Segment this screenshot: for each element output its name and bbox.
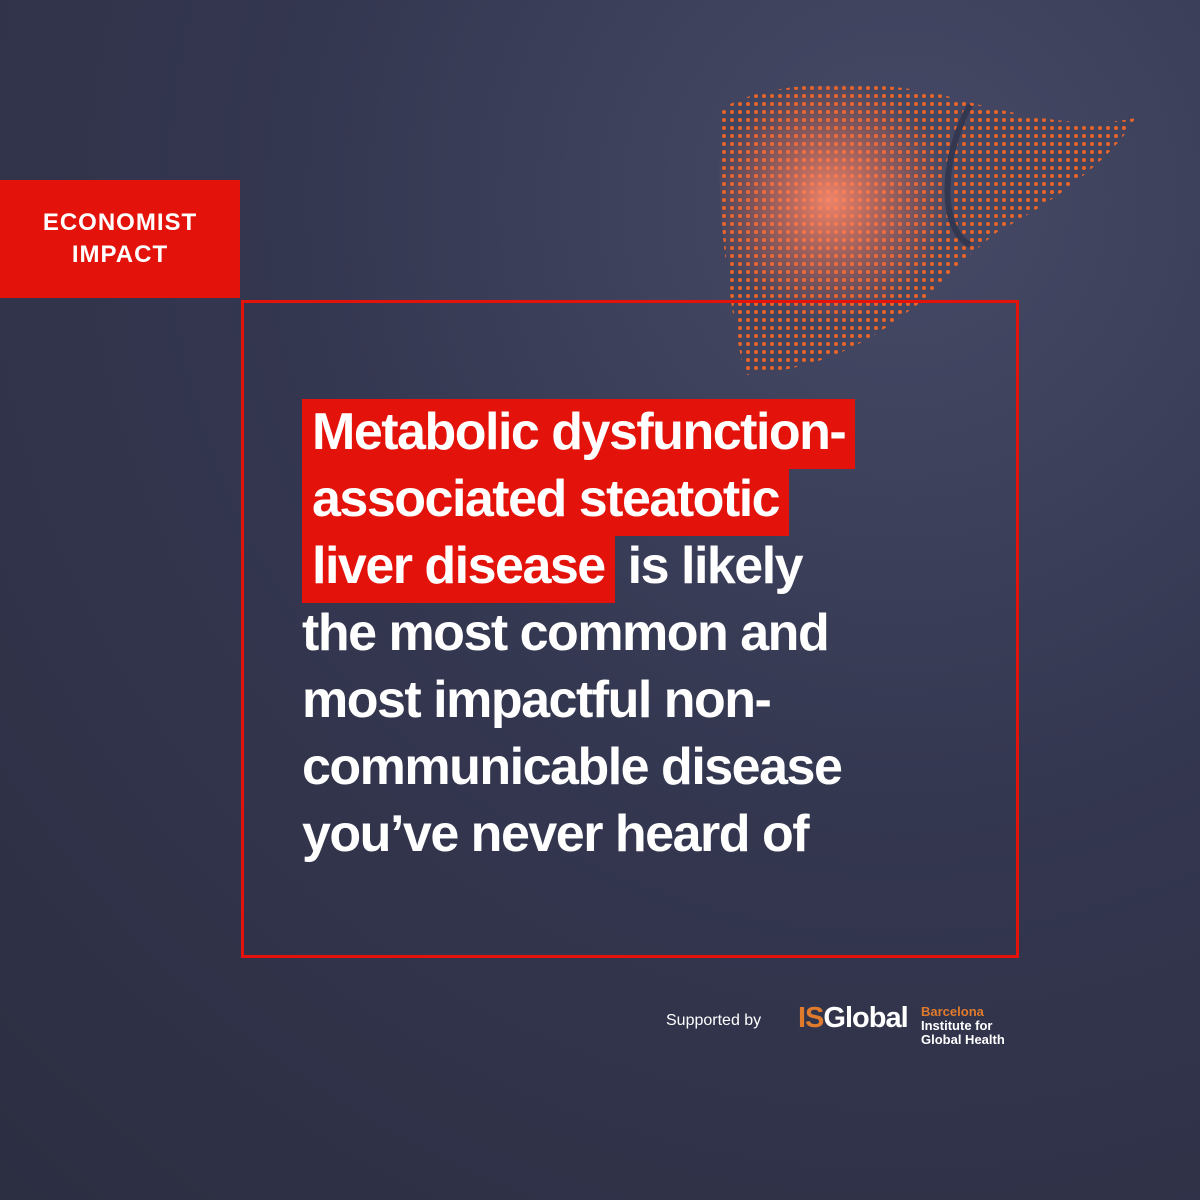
headline-line: the most common and [302,601,855,668]
logo-line: Global Health [921,1032,1005,1047]
logo-text: Barcelona Institute for Global Health [921,1005,1005,1047]
headline-line: associated steatotic [302,466,855,536]
headline-text: the most common and [302,604,830,662]
highlighted-text: liver disease [302,533,615,603]
headline-line: Metabolic dysfunction- [302,399,856,469]
headline-text: you’ve never heard of [302,805,810,863]
headline-line: communicable disease [302,735,855,802]
logo-name: Global [823,1002,908,1034]
frame [241,300,1019,958]
logo-line: Barcelona [921,1004,984,1019]
liver-illustration [719,84,1136,375]
brand-line: IMPACT [71,241,169,268]
headline-text: communicable disease [302,738,843,796]
brand-line: ECONOMIST [42,209,198,236]
logo-line: Institute for [921,1018,993,1033]
headline: Metabolic dysfunction-associated steatot… [302,399,856,869]
headline-text: is likely [614,537,804,595]
supported-by: Supported by [666,1012,762,1029]
headline-line: most impactful non- [302,668,855,735]
highlighted-text: Metabolic dysfunction- [302,399,856,469]
headline-line: liver disease is likely [302,533,855,603]
highlighted-text: associated steatotic [302,466,790,536]
brand-label: ECONOMIST IMPACT [0,180,240,298]
logo-prefix: IS [798,1002,824,1034]
logo: ISGlobal [798,1002,909,1035]
headline-text: most impactful non- [302,671,772,729]
headline-line: you’ve never heard of [302,802,855,869]
